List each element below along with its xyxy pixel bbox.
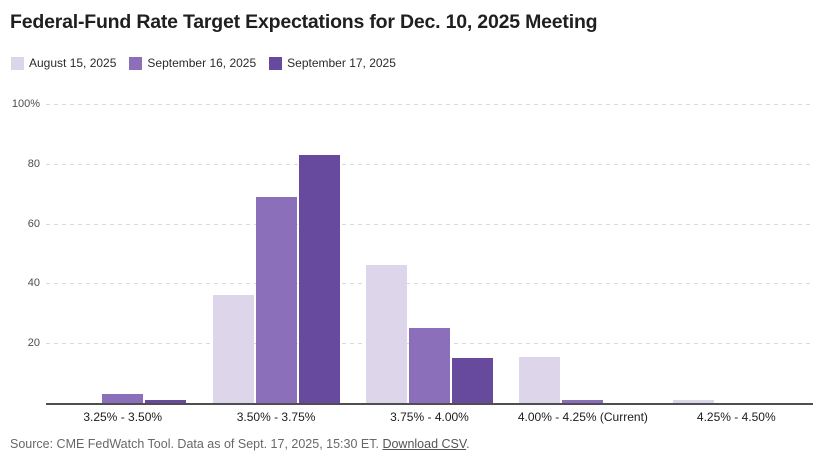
source-note: Source: CME FedWatch Tool. Data as of Se… (10, 437, 470, 451)
bar[interactable] (365, 265, 407, 403)
x-axis-label: 3.25% - 3.50% (83, 410, 163, 424)
y-axis-tick-label: 60 (27, 217, 40, 230)
bar-group (199, 104, 352, 403)
bar[interactable] (102, 394, 144, 403)
y-axis-tick-label: 40 (27, 277, 40, 290)
x-axis: 3.25% - 3.50% 3.50% - 3.75% 3.75% - 4.00% 4… (46, 410, 813, 428)
y-axis-tick-label: 20 (27, 337, 40, 350)
bar[interactable] (562, 400, 604, 403)
bar-group (46, 104, 199, 403)
bar[interactable] (408, 328, 450, 403)
source-text: Source: CME FedWatch Tool. Data as of Se… (10, 437, 383, 451)
gridline (46, 283, 813, 285)
bar[interactable] (672, 400, 714, 403)
gridline (46, 163, 813, 165)
bar[interactable] (255, 196, 297, 403)
gridline (46, 104, 813, 105)
download-csv-link[interactable]: Download CSV (382, 437, 467, 451)
x-axis-label: 4.00% - 4.25% (Current) (517, 410, 648, 424)
legend-label-september-17: September 17, 2025 (287, 56, 396, 70)
plot-area (46, 104, 813, 405)
legend-swatch-august-15 (11, 56, 24, 70)
x-axis-label: 3.50% - 3.75% (236, 410, 316, 424)
legend-item-september-17: September 17, 2025 (269, 56, 396, 70)
legend: August 15, 2025 September 16, 2025 Septe… (11, 56, 396, 70)
chart-title: Federal-Fund Rate Target Expectations fo… (10, 11, 598, 33)
source-period: . (466, 437, 470, 451)
bar-group (353, 104, 506, 403)
bar-group (506, 104, 659, 403)
gridline (46, 223, 813, 225)
legend-item-september-16: September 16, 2025 (129, 56, 256, 70)
bar[interactable] (519, 356, 561, 403)
bar-group (660, 104, 813, 403)
y-axis-tick-label: 80 (27, 157, 40, 170)
y-axis: 100% 80 60 40 20 (0, 98, 40, 403)
bar[interactable] (451, 358, 493, 403)
bar[interactable] (145, 400, 187, 403)
x-axis-label: 4.25% - 4.50% (696, 410, 776, 424)
legend-label-september-16: September 16, 2025 (147, 56, 257, 70)
legend-swatch-september-17 (269, 56, 283, 70)
legend-label-august-15: August 15, 2025 (29, 56, 117, 70)
y-axis-tick-label: 100% (11, 98, 40, 110)
bar[interactable] (212, 295, 254, 403)
x-axis-label: 3.75% - 4.00% (390, 410, 469, 424)
legend-swatch-september-16 (129, 56, 143, 70)
bar[interactable] (298, 154, 340, 403)
legend-item-august-15: August 15, 2025 (11, 56, 116, 70)
